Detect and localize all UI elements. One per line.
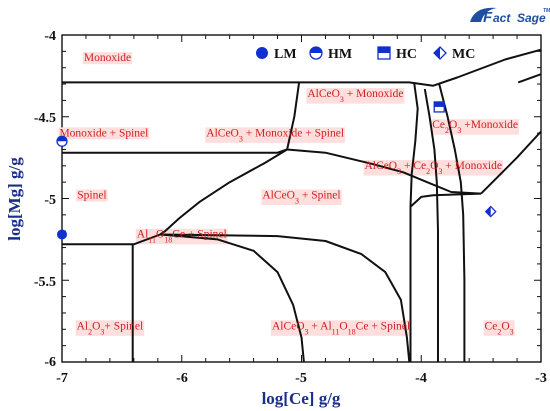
region-label-backgrounds: [58, 52, 520, 336]
region-label-bg: [306, 88, 405, 104]
phase-boundary-line: [517, 73, 542, 84]
svg-text:act: act: [493, 11, 511, 25]
y-tick-label: -5.5: [34, 275, 56, 290]
legend-label: HC: [396, 47, 417, 62]
region-label-bg: [75, 320, 145, 336]
mc-marker: [433, 46, 447, 60]
logo-swoosh-icon: [470, 7, 497, 22]
region-label-bg: [261, 189, 342, 205]
region-label: Al2O3+ Spinel: [77, 320, 144, 336]
region-label-bg: [205, 127, 346, 143]
region-label-bg: [76, 189, 108, 202]
phase-boundary-line: [480, 130, 542, 195]
phase-boundary-line: [287, 148, 482, 195]
y-tick-label: -4.5: [34, 111, 56, 126]
region-label: AlCeO3 + Monoxide: [307, 88, 403, 104]
tick-marks: [61, 35, 541, 363]
region-label: Ce2O3: [485, 320, 514, 336]
x-tick-label: -5: [295, 371, 307, 386]
x-tick-label: -7: [56, 371, 68, 386]
y-tick-label: -6: [44, 355, 56, 370]
region-label: Monoxide + Spinel: [59, 127, 148, 139]
region-label-bg: [431, 119, 520, 135]
phase-boundary-line: [438, 83, 466, 362]
phase-boundaries: [62, 48, 542, 363]
hm-marker: [309, 46, 323, 60]
y-tick-label: -4: [44, 29, 56, 44]
lm-marker: [256, 47, 268, 59]
x-axis-title: log[Ce] g/g: [262, 389, 341, 408]
phase-boundary-line: [159, 148, 288, 236]
phase-boundary-line: [409, 82, 419, 362]
phase-boundary-line: [423, 88, 439, 362]
region-label: Ce2O3 +Monoxide: [432, 119, 518, 135]
region-label-bg: [270, 320, 412, 336]
phase-boundary-line: [62, 233, 161, 246]
region-label-bg: [82, 52, 133, 65]
legend: LM HM HC MC: [256, 46, 475, 62]
phase-boundary-line: [286, 82, 301, 150]
region-label: AlCeO3 + Al11O18Ce + Spinel: [272, 320, 410, 336]
region-label: AlCeO3 + Monoxide + Spinel: [206, 127, 344, 143]
region-label-bg: [483, 320, 515, 336]
svg-text:TM: TM: [543, 8, 550, 14]
hc-marker: [377, 46, 391, 60]
x-tick-label: -6: [176, 371, 188, 386]
svg-text:Sage: Sage: [517, 11, 546, 25]
legend-label: HM: [328, 47, 352, 62]
region-label: Al11O18Ce + Spinel: [137, 229, 227, 245]
legend-label: MC: [452, 47, 475, 62]
legend-label: LM: [274, 47, 297, 62]
region-label: Monoxide: [84, 52, 131, 64]
mc-marker: [484, 205, 497, 218]
lm-marker: [57, 229, 67, 240]
hc-marker: [433, 101, 445, 113]
y-axis-title: log[Mg] g/g: [5, 157, 24, 241]
x-tick-label: -3: [535, 371, 547, 386]
region-label: AlCeO3 + Ce2O3 + Monoxide: [365, 160, 502, 176]
svg-text:F: F: [483, 9, 493, 26]
x-tick-label: -4: [415, 371, 427, 386]
region-label-bg: [58, 127, 150, 140]
phase-boundary-line: [160, 233, 305, 363]
phase-boundary-line: [409, 192, 482, 208]
hm-marker: [56, 135, 68, 147]
region-label: AlCeO3 + Spinel: [262, 190, 340, 206]
phase-boundary-line: [160, 233, 411, 363]
factsage-logo: F act Sage TM: [470, 7, 550, 26]
y-tick-label: -5: [44, 193, 56, 208]
sample-markers: [56, 101, 497, 240]
region-label: Spinel: [77, 190, 106, 202]
phase-boundary-line: [62, 148, 288, 154]
region-labels: Monoxide Monoxide + Spinel Spinel AlCeO3 + …: [59, 52, 518, 336]
phase-boundary-line: [62, 48, 542, 87]
